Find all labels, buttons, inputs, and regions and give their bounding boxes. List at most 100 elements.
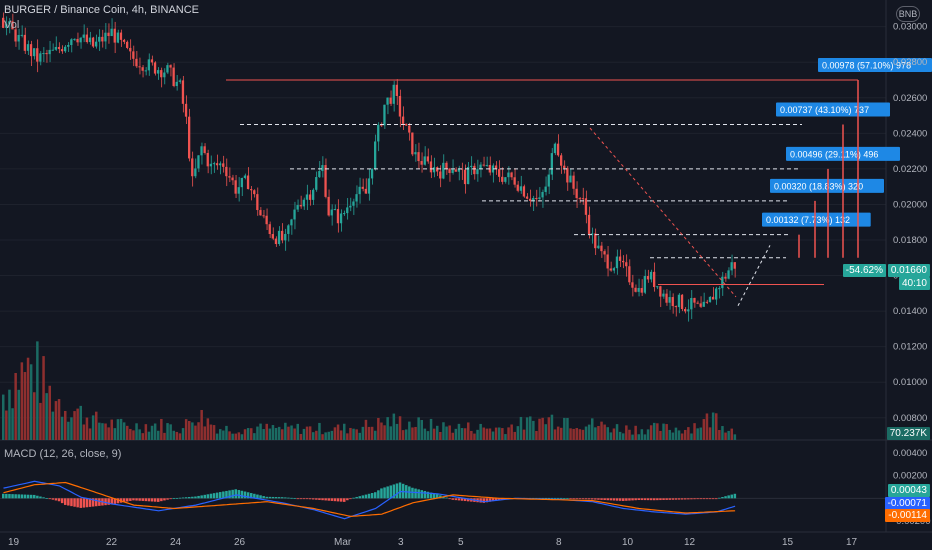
macd-histogram-bar	[5, 493, 8, 499]
macd-histogram-bar	[194, 496, 197, 499]
volume-bar	[256, 426, 259, 440]
volume-bar	[426, 431, 430, 440]
candle-body	[587, 214, 591, 235]
volume-bar	[637, 434, 640, 440]
volume-bar	[181, 428, 185, 440]
candle-body	[157, 70, 160, 74]
volume-bar	[482, 427, 485, 440]
volume-bar	[436, 425, 439, 440]
candle-body	[253, 190, 256, 195]
candle-body	[377, 124, 380, 142]
volume-bar	[374, 430, 377, 440]
macd-line	[3, 480, 736, 520]
macd-histogram-bar	[324, 498, 327, 501]
candle-body	[315, 177, 318, 190]
macd-histogram-bar	[699, 498, 702, 500]
currency-badge[interactable]: BNB	[896, 6, 920, 22]
macd-histogram-bar	[705, 498, 709, 500]
macd-histogram-bar	[625, 498, 628, 501]
macd-histogram-bar	[203, 494, 206, 499]
macd-histogram-bar	[594, 498, 597, 500]
volume-bar	[138, 429, 141, 440]
candle-body	[225, 166, 228, 177]
macd-histogram-bar	[126, 498, 129, 502]
candle-body	[625, 262, 628, 267]
macd-histogram-bar	[668, 498, 671, 500]
signal-line-tag: -0.00114	[885, 509, 930, 522]
volume-bar	[29, 364, 33, 440]
macd-histogram-bar	[42, 497, 45, 499]
volume-bar	[355, 429, 358, 440]
volume-bar	[237, 432, 241, 440]
candle-body	[184, 103, 188, 117]
candle-body	[222, 163, 225, 167]
candle-body	[336, 209, 340, 224]
price-tick-label: 0.01400	[893, 306, 927, 317]
volume-bar	[315, 430, 318, 440]
macd-histogram-bar	[122, 498, 126, 503]
candle-body	[485, 164, 488, 166]
candle-body	[299, 205, 302, 207]
macd-histogram-bar	[343, 498, 346, 502]
macd-histogram-bar	[166, 498, 169, 500]
volume-bar	[178, 433, 182, 440]
candle-body	[532, 197, 535, 202]
macd-histogram-bar	[389, 485, 392, 499]
macd-histogram-bar	[603, 498, 606, 501]
volume-bar	[141, 433, 144, 440]
candle-body	[45, 53, 48, 55]
macd-histogram-bar	[640, 498, 644, 501]
macd-histogram-bar	[414, 488, 417, 499]
volume-bar	[197, 422, 200, 440]
volume-bar	[119, 418, 123, 440]
macd-histogram-bar	[687, 498, 690, 500]
volume-bar	[5, 410, 8, 440]
volume-bar	[104, 423, 107, 440]
volume-bar	[662, 423, 665, 440]
volume-bar	[45, 393, 48, 440]
volume-bar	[389, 426, 392, 440]
time-tick-label: 26	[234, 537, 246, 548]
macd-histogram-bar	[374, 492, 377, 499]
macd-histogram-bar	[318, 498, 321, 500]
candle-body	[724, 276, 727, 279]
macd-histogram-bar	[277, 497, 281, 499]
candle-body	[361, 186, 364, 189]
candle-body	[637, 288, 640, 292]
candle-body	[516, 184, 519, 191]
last-price-tag: 0.01660	[887, 264, 930, 277]
candle-body	[662, 293, 665, 297]
candle-body	[432, 167, 436, 173]
volume-bar	[321, 434, 324, 440]
candle-body	[718, 288, 721, 290]
volume-bar	[615, 424, 619, 440]
volume-bar	[147, 431, 151, 440]
candle-body	[383, 104, 386, 126]
candle-body	[463, 169, 467, 185]
macd-histogram-bar	[231, 489, 234, 499]
candle-body	[392, 84, 395, 104]
volume-bar	[122, 422, 126, 440]
macd-histogram-bar	[73, 498, 76, 507]
macd-histogram-bar	[20, 494, 24, 499]
candle-body	[228, 176, 231, 178]
candle-body	[429, 161, 433, 173]
candle-body	[215, 163, 219, 166]
volume-bar	[696, 428, 699, 440]
candle-body	[51, 49, 54, 51]
macd-histogram-bar	[615, 498, 619, 501]
candle-body	[479, 164, 482, 170]
candle-body	[259, 210, 262, 216]
volume-bar	[203, 426, 206, 440]
volume-bar	[401, 430, 405, 440]
volume-bar	[135, 423, 138, 440]
target-text: 0.00496 (29.11%) 496	[790, 149, 878, 159]
macd-histogram-bar	[95, 498, 98, 507]
volume-bar	[609, 432, 613, 440]
candle-body	[560, 155, 563, 166]
macd-histogram-bar	[690, 498, 693, 500]
volume-bar	[188, 420, 191, 440]
volume-bar	[420, 419, 423, 440]
